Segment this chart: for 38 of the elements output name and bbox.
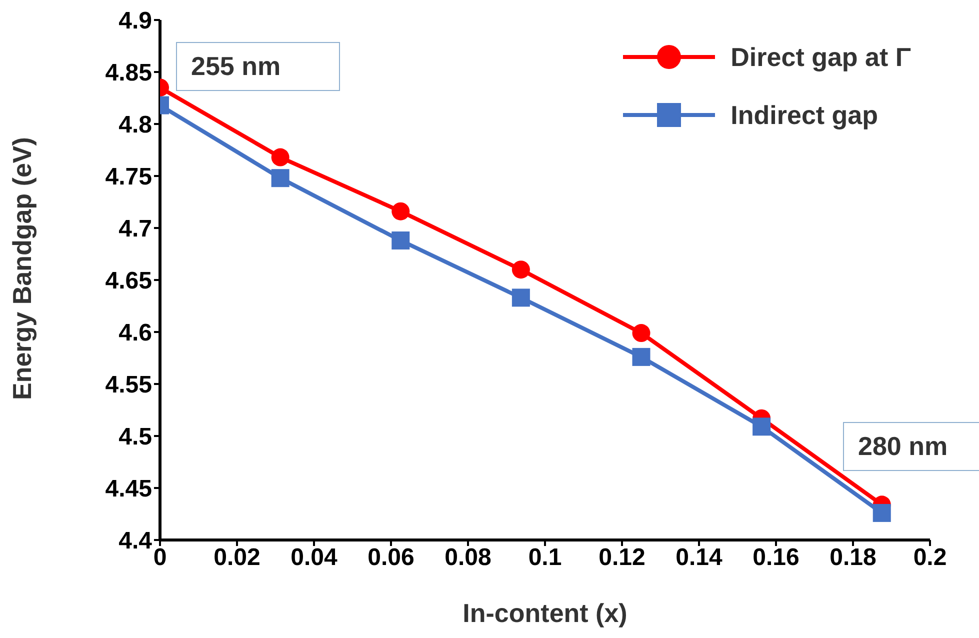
annotation: 280 nm <box>843 422 979 471</box>
y-axis-title: Energy Bandgap (eV) <box>7 137 38 400</box>
point <box>512 288 530 307</box>
x-tick-label: 0.2 <box>913 544 947 572</box>
y-tick-label: 4.6 <box>118 320 152 347</box>
x-tick-label: 0.02 <box>214 544 260 572</box>
y-tick-label: 4.45 <box>105 476 152 503</box>
y-tick-label: 4.85 <box>105 60 152 87</box>
x-tick-label: 0 <box>153 544 167 572</box>
x-tick-label: 0.06 <box>368 544 414 572</box>
point <box>872 504 891 522</box>
x-tick-label: 0.04 <box>290 544 338 572</box>
legend-label: Direct gap at Γ <box>730 42 911 72</box>
y-tick-label: 4.8 <box>118 112 152 139</box>
x-tick-label: 0.14 <box>676 544 724 572</box>
point <box>752 418 771 436</box>
point <box>632 348 650 366</box>
legend-label: Indirect gap <box>730 100 878 130</box>
x-tick-label: 0.12 <box>598 544 646 572</box>
annotation: 255 nm <box>176 42 340 91</box>
y-tick-label: 4.75 <box>105 164 152 191</box>
x-axis-title: In-content (x) <box>462 598 628 628</box>
y-tick-label: 4.4 <box>118 528 153 555</box>
y-tick-label: 4.9 <box>118 8 152 35</box>
point <box>392 231 410 250</box>
y-tick-label: 4.5 <box>118 424 152 451</box>
point <box>512 260 530 279</box>
x-tick-label: 0.18 <box>830 544 876 572</box>
x-tick-label: 0.1 <box>528 544 562 572</box>
x-tick-label: 0.08 <box>444 544 492 572</box>
y-tick-label: 4.65 <box>105 268 152 295</box>
point <box>271 169 290 188</box>
y-tick-label: 4.55 <box>105 372 152 399</box>
point <box>632 324 650 342</box>
y-tick-label: 4.7 <box>118 216 152 243</box>
x-tick-label: 0.16 <box>752 544 800 572</box>
point <box>271 148 290 166</box>
point <box>392 202 410 220</box>
